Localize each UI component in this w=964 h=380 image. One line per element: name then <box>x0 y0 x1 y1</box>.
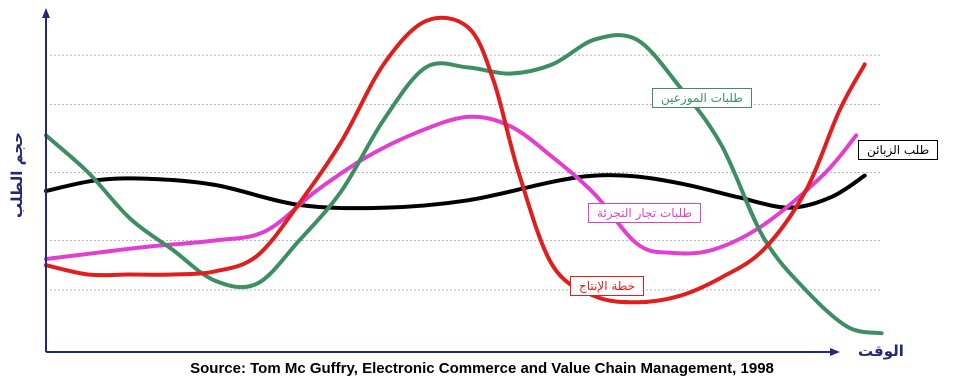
series-label-production: خطة الإنتاج <box>570 276 645 296</box>
y-axis-label: حجم الطلب <box>8 132 26 218</box>
series-label-distributors: طلبات الموزعين <box>652 88 752 108</box>
series-line-production <box>44 15 867 305</box>
series-label-customers: طلب الزبائن <box>858 140 939 160</box>
series-label-retailers: طلبات تجار التجزئة <box>588 203 702 223</box>
series-line-customers <box>44 173 867 211</box>
source-caption: Source: Tom Mc Guffry, Electronic Commer… <box>190 360 774 377</box>
series-line-distributors <box>44 33 884 336</box>
x-axis-label: الوقت <box>858 342 904 360</box>
series-line-retailers <box>44 114 859 261</box>
